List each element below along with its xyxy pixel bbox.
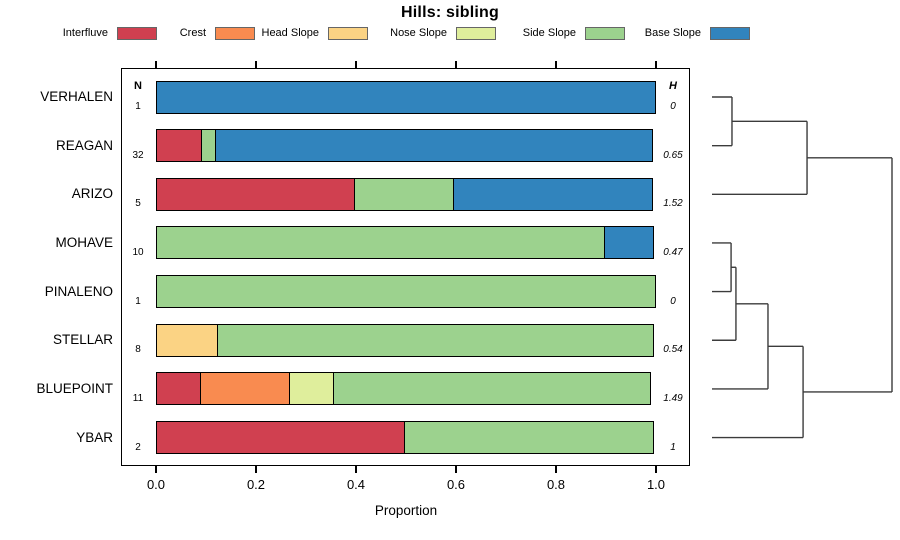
legend-swatch — [585, 26, 625, 40]
legend-item-label: Base Slope — [644, 27, 701, 39]
legend-item-side-slope: Side Slope — [465, 25, 625, 41]
stacked-bar — [156, 275, 656, 309]
legend-item-interfluve: Interfluve — [0, 25, 157, 41]
axis-tick-bottom — [355, 466, 357, 473]
axis-tick-top — [555, 61, 557, 68]
legend-item-head-slope: Head Slope — [208, 25, 368, 41]
row-label: MOHAVE — [55, 234, 113, 250]
row-label: VERHALEN — [40, 89, 113, 104]
h-value: 1.49 — [663, 392, 683, 404]
axis-tick-bottom — [155, 466, 157, 473]
stacked-bar — [156, 226, 656, 260]
n-value: 2 — [135, 441, 141, 453]
row-label: REAGAN — [55, 137, 113, 153]
n-value: 5 — [135, 198, 141, 210]
n-value: 1 — [135, 295, 141, 307]
row-label: PINALENO — [44, 283, 113, 299]
h-value: 0.65 — [663, 149, 683, 161]
legend-swatch — [215, 26, 255, 40]
stacked-bar — [156, 177, 656, 211]
row-label: YBAR — [76, 429, 113, 445]
legend-item-label: Head Slope — [261, 27, 320, 39]
bar-segment-base-slope — [215, 129, 653, 163]
axis-tick-bottom — [655, 466, 657, 473]
axis-tick-top — [455, 61, 457, 68]
row-label: BLUEPOINT — [36, 380, 113, 396]
n-value: 11 — [132, 392, 144, 404]
stacked-bar — [156, 372, 656, 406]
axis-tick-label: 0.8 — [546, 477, 566, 492]
axis-tick-label: 0.2 — [246, 477, 266, 492]
bar-segment-side-slope — [156, 226, 606, 260]
axis-tick-label: 0.0 — [146, 477, 166, 492]
axis-tick-top — [655, 61, 657, 68]
bar-segment-nose-slope — [289, 372, 335, 406]
bar-segment-side-slope — [404, 421, 655, 455]
legend-item-label: Side Slope — [522, 27, 576, 39]
axis-tick-bottom — [555, 466, 557, 473]
axis-tick-label: 0.6 — [446, 477, 466, 492]
bar-segment-base-slope — [452, 177, 653, 211]
legend-swatch — [710, 26, 750, 40]
axis-tick-top — [155, 61, 157, 68]
h-value: 1 — [670, 441, 676, 453]
stacked-bar — [156, 129, 656, 163]
bar-segment-interfluve — [156, 129, 203, 163]
bar-segment-interfluve — [156, 177, 356, 211]
row-label: STELLAR — [52, 332, 113, 348]
legend-item-nose-slope: Nose Slope — [336, 25, 496, 41]
n-value: 8 — [135, 344, 141, 356]
bar-segment-side-slope — [333, 372, 652, 406]
bar-segment-interfluve — [156, 421, 406, 455]
axis-tick-bottom — [455, 466, 457, 473]
bar-segment-interfluve — [156, 372, 202, 406]
chart-title: Hills: sibling — [401, 4, 499, 21]
axis-tick-top — [255, 61, 257, 68]
n-value: 32 — [132, 149, 144, 161]
h-value: 0.54 — [663, 344, 683, 356]
stacked-bar — [156, 421, 656, 455]
legend-item-label: Crest — [179, 27, 206, 39]
axis-tick-label: 1.0 — [646, 477, 666, 492]
legend-swatch — [117, 26, 157, 40]
n-value: 10 — [132, 246, 144, 258]
h-value: 0.47 — [663, 246, 683, 258]
x-axis-label: Proportion — [374, 503, 438, 518]
stacked-bar — [156, 323, 656, 357]
axis-tick-label: 0.4 — [346, 477, 366, 492]
axis-tick-bottom — [255, 466, 257, 473]
h-value: 1.52 — [663, 198, 683, 210]
h-value: 0 — [670, 295, 676, 307]
legend-item-label: Nose Slope — [390, 27, 447, 39]
legend-swatch — [328, 26, 368, 40]
n-column-header: N — [134, 80, 142, 92]
h-column-header: H — [669, 80, 677, 92]
plot-area-border — [121, 68, 690, 466]
bar-segment-side-slope — [216, 323, 655, 357]
bar-segment-base-slope — [604, 226, 655, 260]
bar-segment-side-slope — [156, 275, 656, 309]
stacked-bar — [156, 80, 656, 114]
legend-item-base-slope: Base Slope — [590, 25, 750, 41]
bar-segment-side-slope — [354, 177, 455, 211]
n-value: 1 — [135, 101, 141, 112]
legend-swatch — [456, 26, 496, 40]
axis-tick-top — [355, 61, 357, 68]
legend-item-label: Interfluve — [62, 27, 108, 39]
legend-item-crest: Crest — [95, 25, 255, 41]
row-label: ARIZO — [71, 186, 113, 202]
h-value: 0 — [670, 101, 676, 112]
bar-segment-base-slope — [156, 80, 656, 114]
bar-segment-crest — [199, 372, 291, 406]
